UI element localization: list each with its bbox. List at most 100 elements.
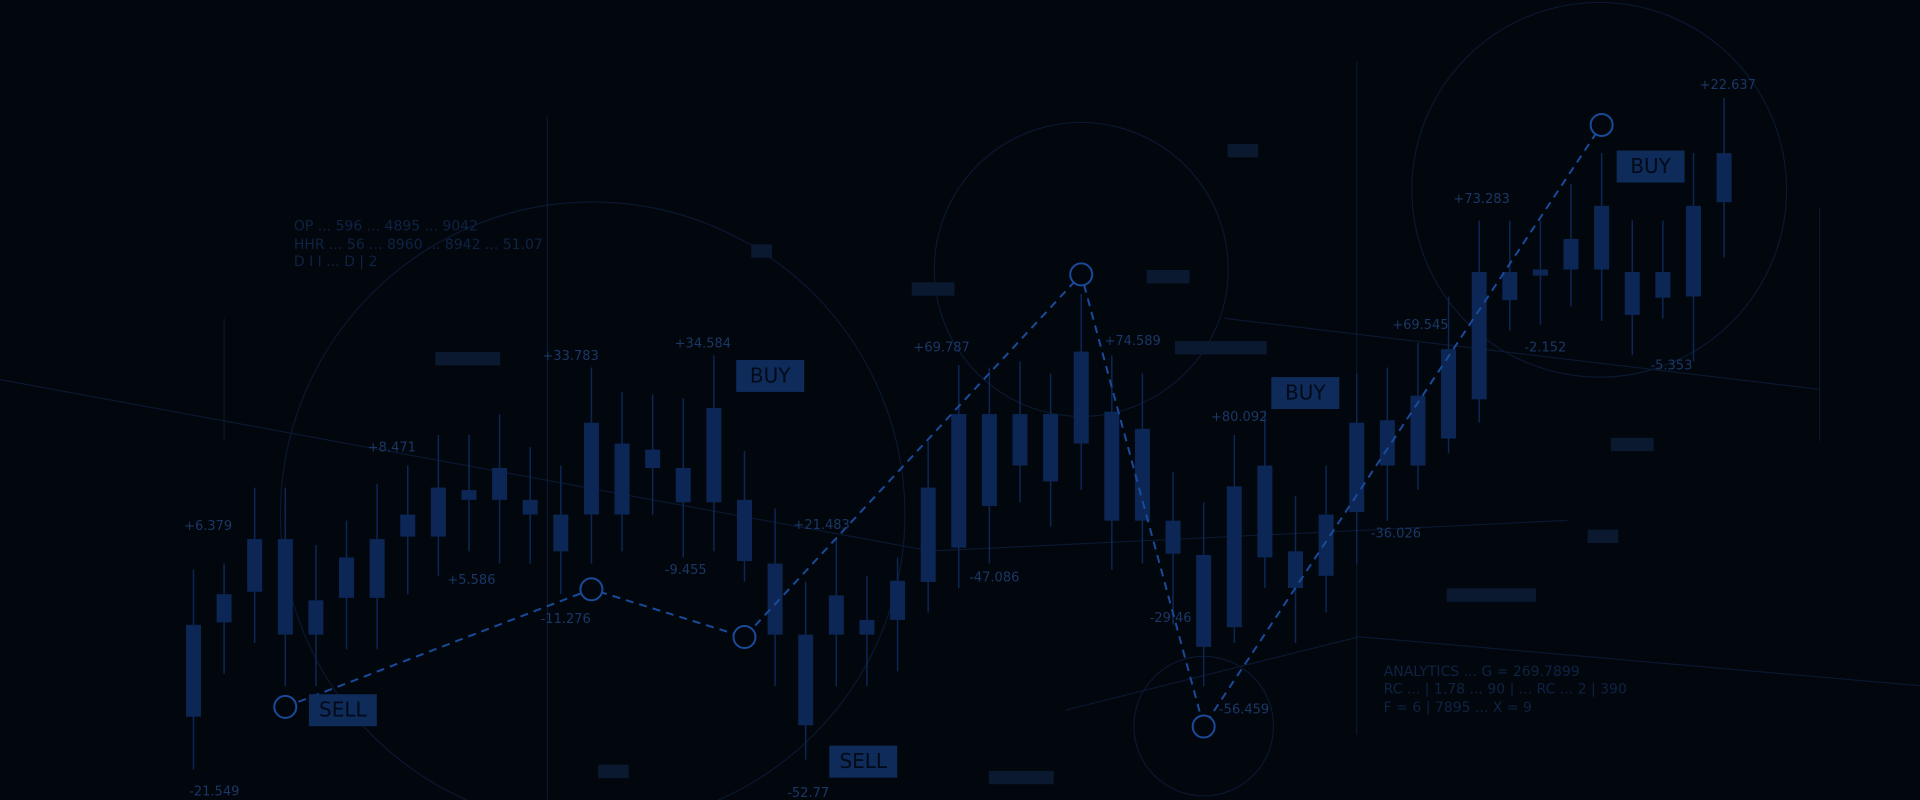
note-text: OP ... 596 ... 4895 ... 9042	[294, 219, 478, 235]
annotation: -5.353	[1650, 359, 1692, 374]
candle-body	[706, 407, 722, 503]
candle-body	[951, 414, 967, 548]
deco-box	[1146, 270, 1190, 284]
candle-body	[1441, 349, 1457, 439]
annotation: +73.283	[1453, 192, 1509, 207]
annotation: -36.026	[1371, 526, 1421, 541]
candle-body	[1043, 414, 1059, 482]
candle-body	[430, 487, 446, 537]
candle-body	[1257, 465, 1273, 558]
candle-body	[583, 422, 599, 515]
candle-body	[461, 490, 477, 500]
candle-body	[1226, 486, 1242, 628]
signal-box	[736, 359, 805, 392]
annotation: +69.787	[913, 340, 969, 355]
annotation: -29.46	[1150, 611, 1192, 626]
candle-body	[553, 514, 569, 552]
candle-body	[1685, 205, 1701, 297]
candle-body	[185, 624, 201, 717]
annotation: +33.783	[542, 349, 598, 364]
candle-body	[1379, 420, 1395, 466]
candle-body	[1410, 395, 1426, 466]
annotation: -2.152	[1524, 340, 1566, 355]
trend-point	[1589, 112, 1614, 137]
candle-body	[828, 595, 844, 635]
annotation: -47.086	[969, 570, 1019, 585]
candle-body	[492, 467, 508, 500]
note-text: RC ... | 1.78 ... 90 | ... RC ... 2 | 39…	[1384, 681, 1627, 697]
annotation: +22.637	[1700, 78, 1756, 93]
note-text: HHR ... 56 ... 8960 ... 8942 ... 51.07	[294, 237, 543, 253]
note-text: D I I ... D | 2	[294, 254, 378, 270]
signal-label: SELL	[319, 698, 367, 722]
trend-point	[1191, 714, 1216, 739]
annotation: -21.549	[189, 785, 239, 800]
signal-box	[829, 745, 898, 778]
deco-circle	[279, 201, 906, 800]
candle-body	[1165, 520, 1181, 554]
candle-body	[645, 449, 661, 468]
candle-body	[1073, 351, 1089, 444]
deco-box	[1227, 143, 1259, 158]
candle-body	[1471, 271, 1487, 400]
deco-line	[1224, 317, 1820, 390]
candle-body	[1104, 411, 1120, 521]
deco-line	[1065, 636, 1360, 711]
annotation: -56.459	[1219, 703, 1269, 718]
deco-box	[435, 352, 501, 366]
candle-body	[369, 539, 385, 598]
candle-body	[736, 499, 752, 562]
annotation: +74.589	[1104, 334, 1160, 349]
candle-body	[981, 414, 997, 506]
candle-body	[767, 563, 783, 635]
candle-body	[1012, 414, 1028, 466]
candle-body	[859, 619, 875, 635]
annotation: +21.483	[793, 518, 849, 533]
candle-body	[216, 594, 232, 623]
signal-box	[1616, 150, 1685, 183]
candle-body	[308, 600, 324, 635]
deco-box	[1587, 529, 1619, 544]
candle-body	[614, 443, 630, 515]
deco-box	[911, 282, 955, 296]
annotation: -11.276	[541, 612, 591, 627]
deco-line	[1359, 636, 1920, 687]
candle-body	[1502, 271, 1518, 301]
deco-box	[751, 244, 773, 258]
signal-box	[308, 694, 377, 727]
candle-body	[1532, 269, 1548, 276]
candle-body	[1624, 271, 1640, 315]
candle-body	[890, 580, 906, 620]
candle-body	[522, 499, 538, 515]
candle-body	[1655, 271, 1671, 298]
candle-body	[339, 557, 355, 598]
deco-box	[988, 770, 1054, 785]
deco-box	[1610, 437, 1654, 452]
trend-point	[273, 694, 298, 719]
deco-circle	[1411, 1, 1788, 378]
candle-body	[1349, 422, 1365, 513]
candle-body	[1563, 238, 1579, 270]
signal-label: BUY	[1285, 381, 1326, 405]
candle-body	[1318, 514, 1334, 576]
signal-label: SELL	[839, 749, 887, 773]
deco-line	[930, 519, 1568, 552]
deco-box	[1174, 341, 1267, 355]
trend-point	[732, 625, 757, 650]
trend-point	[1069, 262, 1094, 287]
annotation: +80.092	[1211, 410, 1267, 425]
candle-body	[675, 467, 691, 503]
candle-body	[277, 539, 293, 635]
annotation: +69.545	[1392, 318, 1448, 333]
annotation: +8.471	[368, 441, 416, 456]
note-text: ANALYTICS ... G = 269.7899	[1384, 664, 1580, 680]
candle-body	[1134, 428, 1150, 521]
annotation: -52.77	[787, 786, 829, 800]
annotation: +5.586	[447, 573, 495, 588]
candle-body	[1288, 551, 1304, 589]
candle-body	[400, 514, 416, 537]
